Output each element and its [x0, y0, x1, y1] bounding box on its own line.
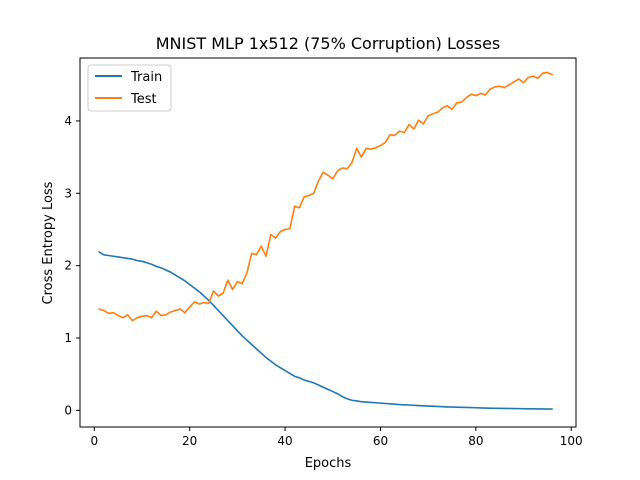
y-tick-label: 4 — [64, 114, 72, 128]
x-axis: 0 20 40 60 80 100 — [90, 427, 583, 448]
legend: Train Test — [87, 64, 172, 112]
y-tick-label: 3 — [64, 186, 72, 200]
plot-area — [79, 57, 577, 428]
y-tick-label: 0 — [64, 403, 72, 417]
x-tick-label: 60 — [373, 434, 388, 448]
x-tick-label: 80 — [468, 434, 483, 448]
y-tick-label: 1 — [64, 331, 72, 345]
legend-label-train: Train — [130, 70, 162, 85]
x-tick-label: 100 — [560, 434, 583, 448]
y-tick-label: 2 — [64, 259, 72, 273]
x-tick-label: 20 — [182, 434, 197, 448]
chart-title: MNIST MLP 1x512 (75% Corruption) Losses — [156, 34, 501, 53]
plot-frame — [79, 57, 577, 428]
legend-label-test: Test — [130, 92, 157, 107]
series-line-test — [98, 71, 553, 322]
x-axis-label: Epochs — [305, 456, 352, 471]
x-tick-label: 40 — [277, 434, 292, 448]
x-tick-label: 0 — [90, 434, 98, 448]
series-lines — [98, 71, 553, 410]
series-line-train — [98, 251, 553, 410]
y-axis-label: Cross Entropy Loss — [41, 181, 56, 304]
y-axis: 0 1 2 3 4 — [64, 114, 80, 417]
